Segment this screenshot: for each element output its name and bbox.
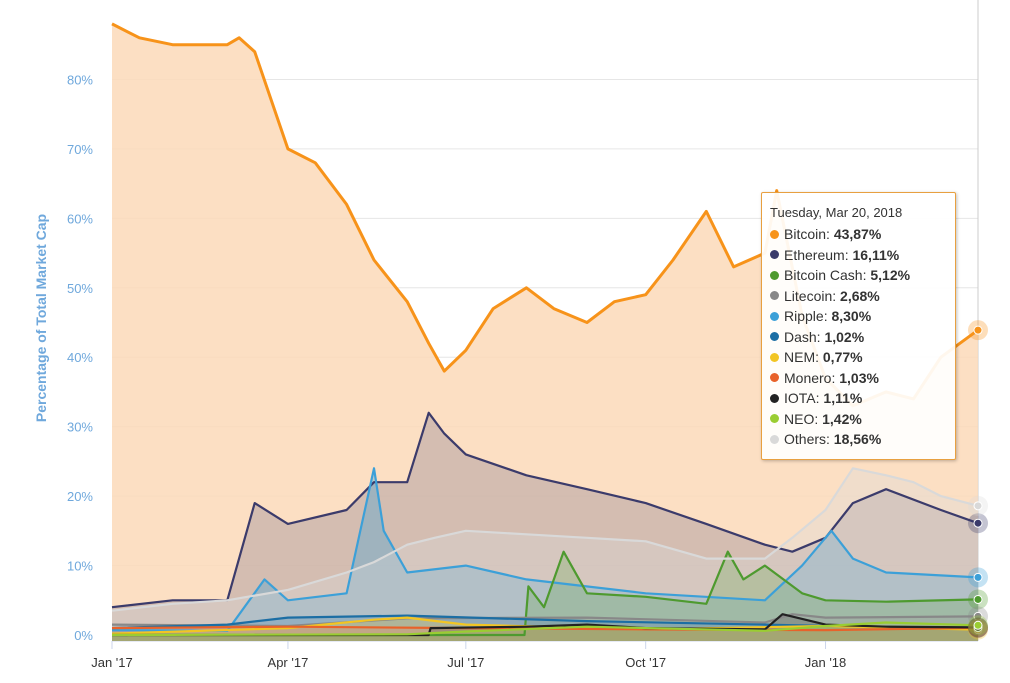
y-tick-label: 40%	[67, 350, 93, 365]
tooltip-row-ripple: Ripple: 8,30%	[770, 306, 947, 327]
legend-dot-icon	[770, 229, 779, 239]
y-axis-title: Percentage of Total Market Cap	[33, 214, 49, 422]
x-tick-label: Jan '17	[91, 655, 133, 670]
tooltip-series-value: 1,02%	[824, 328, 865, 345]
tooltip-series-name: Bitcoin Cash:	[784, 267, 871, 283]
tooltip-series-name: IOTA:	[784, 390, 824, 406]
marker-neo	[973, 620, 983, 630]
area-ethereum	[112, 412, 978, 641]
marker-others	[973, 501, 983, 511]
tooltip-series-value: 5,12%	[870, 267, 911, 283]
marker-bitcoin-cash	[973, 594, 983, 604]
line-neo	[111, 621, 979, 637]
tooltip-row-neo: NEO: 1,42%	[770, 409, 947, 430]
tooltip-series-name: Dash:	[784, 328, 825, 345]
tooltip-series-value: 1,03%	[839, 369, 879, 386]
tooltip-series-name: Monero:	[784, 369, 840, 386]
y-axis: 0% 10% 20% 30% 40% 50% 60% 70% 80%	[67, 72, 93, 643]
series-lines	[111, 22, 979, 637]
x-tick-label: Oct '17	[625, 655, 666, 670]
tooltip-series-value: 2,68%	[840, 287, 880, 304]
tooltip-row-dash: Dash: 1,02%	[770, 327, 947, 348]
legend-dot-icon	[770, 311, 779, 321]
legend-dot-icon	[770, 332, 779, 342]
tooltip-series-name: NEM:	[784, 349, 823, 365]
tooltip-row-litecoin: Litecoin: 2,68%	[770, 286, 947, 307]
y-tick-label: 50%	[67, 281, 93, 296]
marker-litecoin	[973, 611, 983, 621]
legend-dot-icon	[770, 373, 779, 383]
tooltip-series-name: NEO:	[784, 410, 823, 427]
y-tick-label: 80%	[67, 72, 93, 87]
tooltip-series-value: 8,30%	[831, 308, 872, 324]
legend-dot-icon	[770, 352, 779, 362]
tooltip-row-bitcoin: Bitcoin: 43,87%	[770, 224, 947, 245]
x-tick-label: Apr '17	[268, 655, 309, 670]
tooltip-row-nem: NEM: 0,77%	[770, 347, 947, 368]
marker-ethereum	[973, 518, 983, 528]
tooltip-series-value: 0,77%	[822, 349, 863, 365]
area-bitcoin-cash	[112, 551, 978, 641]
x-tick-label: Jan '18	[805, 655, 847, 670]
marker-bitcoin	[973, 325, 983, 335]
tooltip-row-bitcoin-cash: Bitcoin Cash: 5,12%	[770, 265, 947, 286]
legend-dot-icon	[770, 434, 779, 444]
legend-dot-icon	[770, 414, 779, 424]
tooltip-series-name: Bitcoin:	[784, 226, 834, 242]
tooltip-series-name: Ripple:	[784, 308, 832, 324]
tooltip-series-value: 16,11%	[852, 246, 900, 263]
legend-dot-icon	[770, 291, 779, 301]
tooltip-row-iota: IOTA: 1,11%	[770, 388, 947, 409]
y-tick-label: 10%	[67, 559, 93, 574]
hover-markers	[968, 320, 988, 640]
y-tick-label: 20%	[67, 489, 93, 504]
y-tick-label: 70%	[67, 142, 93, 157]
line-ethereum	[111, 411, 979, 609]
line-others	[111, 467, 979, 612]
y-tick-label: 0%	[74, 628, 93, 643]
y-tick-label: 30%	[67, 420, 93, 435]
line-ripple	[111, 467, 979, 632]
tooltip-row-monero: Monero: 1,03%	[770, 368, 947, 389]
x-axis: Jan '17 Apr '17 Jul '17 Oct '17 Jan '18	[91, 641, 846, 670]
area-bitcoin	[112, 23, 978, 641]
tooltip-row-ethereum: Ethereum: 16,11%	[770, 245, 947, 266]
tooltip-series-name: Ethereum:	[784, 246, 853, 263]
legend-dot-icon	[770, 393, 779, 403]
legend-dot-icon	[770, 250, 779, 260]
tooltip-series-value: 43,87%	[833, 226, 882, 242]
tooltip-series-value: 18,56%	[833, 431, 882, 447]
tooltip-series-name: Litecoin:	[784, 287, 841, 304]
area-others	[112, 468, 978, 641]
line-bitcoin-cash	[112, 550, 979, 637]
x-tick-label: Jul '17	[447, 655, 484, 670]
line-litecoin	[111, 613, 979, 628]
tooltip-row-others: Others: 18,56%	[770, 429, 947, 450]
tooltip-series-value: 1,11%	[823, 390, 863, 406]
marker-ripple	[973, 572, 983, 582]
area-neo	[112, 622, 978, 641]
tooltip-rows: Bitcoin: 43,87% Ethereum: 16,11% Bitcoin C…	[770, 224, 947, 450]
tooltip-series-value: 1,42%	[822, 410, 862, 427]
area-ripple	[112, 468, 978, 641]
tooltip: Tuesday, Mar 20, 2018 Bitcoin: 43,87% Eth…	[761, 192, 956, 460]
legend-dot-icon	[770, 270, 779, 280]
tooltip-date: Tuesday, Mar 20, 2018	[770, 205, 903, 220]
series-areas	[112, 23, 978, 641]
tooltip-series-name: Others:	[784, 431, 834, 447]
y-tick-label: 60%	[67, 211, 93, 226]
